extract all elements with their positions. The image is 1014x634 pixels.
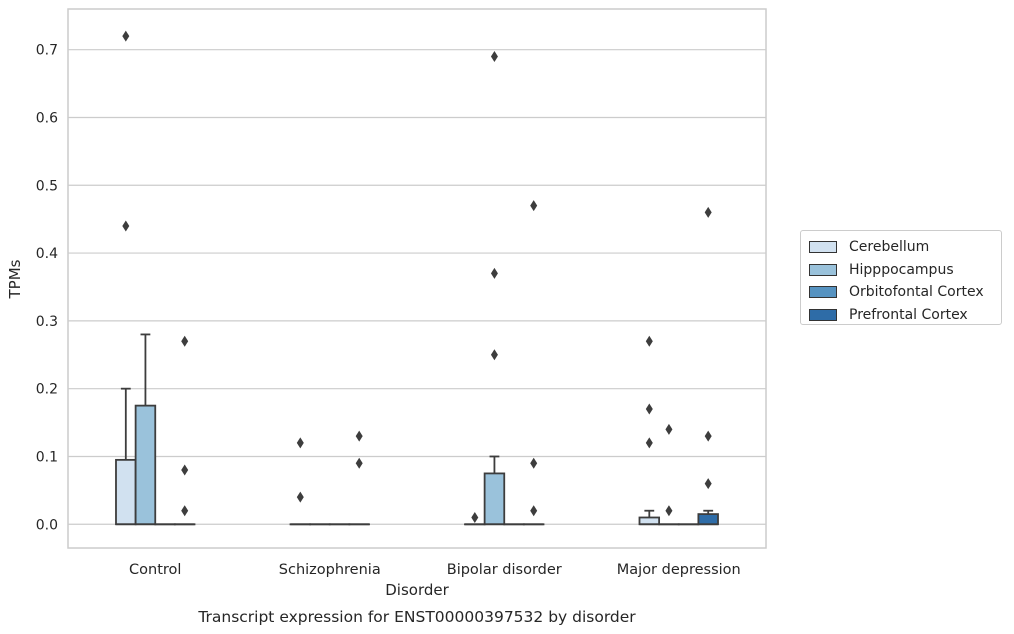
legend-swatch — [809, 286, 837, 299]
outlier-point — [645, 403, 653, 415]
outlier-point — [490, 349, 498, 361]
box-prefrontal-cortex — [173, 335, 196, 526]
outlier-point — [645, 335, 653, 347]
plot-frame — [67, 8, 767, 549]
box-cerebellum — [464, 511, 486, 526]
y-axis-label: TPMs — [6, 259, 24, 299]
legend-item: Orbitofontal Cortex — [809, 281, 993, 304]
outlier-point — [471, 511, 479, 523]
y-tick-label: 0.2 — [36, 382, 58, 398]
gridlines — [68, 49, 766, 525]
box-cerebellum — [115, 30, 137, 526]
y-tick-label: 0.1 — [36, 449, 58, 465]
y-tick-label: 0.5 — [36, 178, 58, 194]
box-body — [483, 472, 506, 526]
outlier-point — [122, 30, 130, 42]
legend-item: Hipppocampus — [809, 259, 993, 282]
outlier-point — [296, 437, 304, 449]
y-tick-label: 0.3 — [36, 314, 58, 330]
outlier-point — [665, 423, 673, 435]
box-prefrontal-cortex — [522, 200, 545, 526]
box-prefrontal-cortex — [348, 430, 370, 526]
outlier-point — [530, 457, 538, 469]
outlier-point — [122, 220, 130, 232]
legend-swatch — [809, 241, 837, 254]
box-body — [115, 458, 137, 526]
box-prefrontal-cortex — [697, 206, 719, 526]
box-hipppocampus — [658, 423, 680, 526]
box-hipppocampus — [483, 50, 506, 526]
box-cerebellum — [289, 437, 312, 526]
legend: Cerebellum Hipppocampus Orbitofontal Corte… — [800, 230, 1002, 325]
outlier-point — [704, 206, 712, 218]
x-tick-label: Major depression — [617, 562, 741, 578]
outlier-point — [296, 491, 304, 503]
y-tick-labels: 0.0 0.1 0.2 0.3 0.4 0.5 0.6 0.7 — [36, 43, 58, 534]
x-tick-label: Schizophrenia — [279, 562, 381, 578]
legend-item: Prefrontal Cortex — [809, 304, 993, 327]
x-tick-label: Control — [129, 562, 181, 578]
legend-label: Prefrontal Cortex — [849, 306, 968, 323]
outlier-point — [355, 430, 363, 442]
y-tick-label: 0.0 — [36, 517, 58, 533]
outlier-point — [645, 437, 653, 449]
legend-label: Hipppocampus — [849, 261, 954, 278]
legend-swatch — [809, 308, 837, 321]
outlier-point — [530, 505, 538, 517]
y-tick-label: 0.4 — [36, 246, 58, 262]
outlier-point — [665, 505, 673, 517]
outlier-point — [490, 267, 498, 279]
box-cerebellum — [638, 335, 661, 526]
legend-item: Cerebellum — [809, 236, 993, 259]
outlier-point — [181, 464, 189, 476]
box-groups — [115, 30, 719, 526]
outlier-point — [490, 50, 498, 62]
outlier-point — [704, 478, 712, 490]
outlier-point — [355, 457, 363, 469]
outlier-point — [181, 505, 189, 517]
legend-label: Orbitofontal Cortex — [849, 284, 984, 301]
legend-swatch — [809, 263, 837, 276]
outlier-point — [181, 335, 189, 347]
chart-caption: Transcript expression for ENST0000039753… — [197, 608, 636, 626]
y-tick-label: 0.6 — [36, 110, 58, 126]
outlier-point — [704, 430, 712, 442]
box-hipppocampus — [134, 333, 157, 526]
box-body — [134, 404, 157, 526]
legend-label: Cerebellum — [849, 239, 930, 256]
outlier-point — [530, 200, 538, 212]
x-axis-label: Disorder — [385, 581, 449, 599]
x-tick-labels: Control Schizophrenia Bipolar disorder Majo… — [129, 562, 741, 578]
x-tick-label: Bipolar disorder — [447, 562, 562, 578]
box-body — [697, 513, 719, 526]
box-body — [638, 516, 661, 526]
y-tick-label: 0.7 — [36, 43, 58, 59]
